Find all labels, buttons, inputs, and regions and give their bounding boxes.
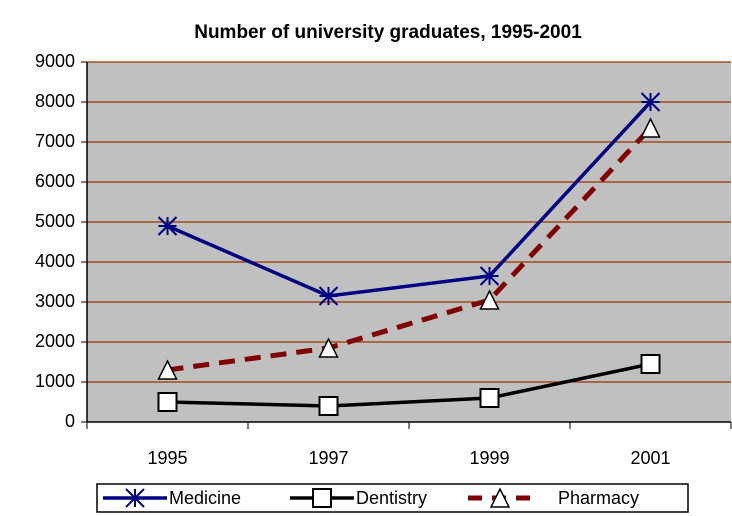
marker-shape <box>640 117 661 138</box>
y-tick-label: 7000 <box>35 131 75 151</box>
y-tick-label: 5000 <box>35 211 75 231</box>
marker-shape <box>479 388 500 408</box>
marker <box>479 289 500 310</box>
x-tick-label: 2001 <box>630 448 670 468</box>
marker <box>157 216 178 236</box>
marker <box>640 117 661 138</box>
y-tick-label: 0 <box>65 411 75 431</box>
marker <box>318 337 339 358</box>
marker-shape <box>157 359 178 380</box>
marker <box>125 488 145 508</box>
marker <box>640 92 661 112</box>
y-tick-label: 1000 <box>35 371 75 391</box>
marker <box>479 388 500 408</box>
series-line <box>166 100 652 298</box>
legend-label: Dentistry <box>356 488 427 508</box>
marker <box>157 359 178 380</box>
chart-title: Number of university graduates, 1995-200… <box>194 22 582 43</box>
marker <box>479 266 500 286</box>
marker-shape <box>489 487 511 508</box>
y-tick-label: 6000 <box>35 171 75 191</box>
marker <box>318 286 339 306</box>
marker-shape <box>157 392 178 412</box>
marker <box>318 396 339 416</box>
marker-shape <box>312 488 332 508</box>
plot-area <box>87 62 731 422</box>
y-tick-label: 3000 <box>35 291 75 311</box>
series-line <box>167 362 651 408</box>
y-tick-label: 4000 <box>35 251 75 271</box>
legend-label: Medicine <box>169 488 241 508</box>
legend-box <box>96 483 689 513</box>
marker-shape <box>640 354 661 374</box>
y-tick-label: 2000 <box>35 331 75 351</box>
x-tick-label: 1999 <box>469 448 509 468</box>
series-line <box>167 126 653 373</box>
marker-shape <box>479 289 500 310</box>
marker <box>157 392 178 412</box>
marker <box>489 487 511 508</box>
legend-label: Pharmacy <box>558 488 639 508</box>
marker <box>312 488 332 508</box>
marker-shape <box>318 396 339 416</box>
y-tick-label: 8000 <box>35 91 75 111</box>
x-tick-label: 1997 <box>308 448 348 468</box>
marker <box>640 354 661 374</box>
marker-shape <box>318 337 339 358</box>
y-tick-label: 9000 <box>35 51 75 71</box>
x-tick-label: 1995 <box>147 448 187 468</box>
